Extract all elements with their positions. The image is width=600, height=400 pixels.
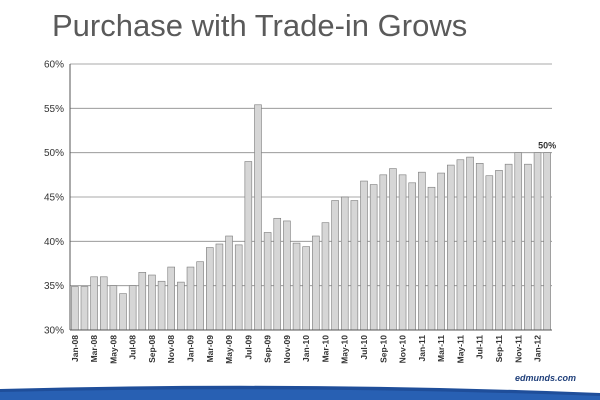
y-tick-label: 40%: [44, 237, 64, 248]
bar: [167, 266, 175, 331]
bar: [340, 196, 349, 331]
y-tick-labels: 30% 35% 40% 45% 50% 55% 60%: [44, 60, 64, 337]
bar: [543, 152, 551, 331]
bar: [99, 276, 108, 331]
bar: [206, 247, 214, 331]
bar: [369, 184, 378, 331]
footer-band: [0, 385, 600, 400]
x-tick-label: Mar-08: [89, 335, 99, 363]
bar: [533, 152, 542, 331]
x-tick-label: Jul-10: [359, 335, 369, 360]
bar: [177, 281, 185, 331]
bar: [475, 163, 484, 331]
bar: [71, 286, 79, 331]
bar: [321, 222, 330, 331]
bar: [389, 168, 397, 331]
bar: [225, 235, 233, 331]
y-tick-label: 50%: [44, 148, 64, 159]
bar: [350, 200, 359, 331]
x-tick-label: Jul-08: [128, 335, 138, 360]
y-tick-label: 55%: [44, 104, 64, 115]
bar: [495, 170, 503, 331]
bar: [302, 246, 310, 331]
y-tick-label: 30%: [44, 326, 64, 337]
bar: [379, 174, 388, 331]
bar: [215, 243, 224, 331]
bar: [504, 163, 513, 331]
x-tick-labels: Jan-08 Mar-08 May-08 Jul-08 Sep-08 Nov-08 Jan-…: [70, 335, 543, 364]
x-tick-label: Jan-09: [186, 335, 196, 362]
bar: [138, 272, 147, 331]
bar: [292, 242, 301, 331]
bar: [514, 152, 523, 331]
annotations: 50%: [538, 141, 556, 151]
x-tick-label: Sep-09: [263, 335, 273, 363]
bar: [186, 266, 195, 331]
x-tick-label: Jul-11: [475, 335, 485, 359]
x-tick-label: May-11: [455, 335, 465, 364]
x-tick-label: Sep-10: [378, 335, 388, 363]
x-tick-label: Jan-08: [70, 335, 80, 362]
data-label: 50%: [538, 141, 556, 151]
bar: [466, 156, 474, 331]
y-tick-label: 45%: [44, 193, 64, 204]
bar: [456, 159, 465, 331]
x-tick-label: Jan-10: [301, 335, 311, 362]
x-tick-label: Nov-11: [513, 335, 523, 363]
bar: [273, 217, 282, 331]
y-tick-label: 60%: [44, 60, 64, 71]
bar: [331, 200, 339, 331]
edmunds-logo: edmunds.com: [510, 372, 580, 384]
bar: [109, 285, 118, 331]
x-tick-label: Jan-11: [417, 335, 427, 362]
x-tick-label: Jan-12: [533, 335, 543, 362]
x-tick-label: Sep-08: [147, 335, 157, 363]
bar: [360, 180, 368, 331]
bar: [119, 293, 127, 331]
bar: [157, 280, 166, 331]
chart-title: Purchase with Trade-in Grows: [52, 8, 468, 43]
x-tick-label: Mar-11: [436, 335, 446, 362]
bar: [418, 171, 426, 331]
bar: [80, 286, 89, 331]
x-tick-label: Mar-09: [205, 335, 215, 363]
x-tick-label: May-10: [340, 335, 350, 364]
axes: [69, 64, 552, 331]
x-tick-label: May-09: [224, 335, 234, 364]
x-tick-label: Mar-10: [320, 335, 330, 363]
bars: [71, 104, 551, 331]
bar: [524, 163, 532, 331]
bar: [234, 244, 243, 331]
bar: [447, 164, 455, 331]
x-tick-label: Sep-11: [494, 335, 504, 363]
bar: [312, 235, 320, 331]
x-tick-label: Nov-10: [398, 335, 408, 364]
y-tick-label: 35%: [44, 281, 64, 292]
x-tick-label: May-08: [108, 335, 118, 364]
x-tick-label: Nov-08: [166, 335, 176, 364]
bar: [263, 232, 272, 331]
bar: [437, 172, 445, 331]
x-tick-label: Jul-09: [243, 335, 253, 360]
bar: [128, 285, 137, 331]
bar: [408, 182, 416, 331]
bar: [398, 174, 407, 331]
x-tick-label: Nov-09: [282, 335, 292, 364]
bar: [427, 186, 436, 331]
bar: [485, 175, 494, 331]
bar: [283, 220, 291, 331]
bar: [148, 274, 156, 331]
bar: [244, 161, 253, 331]
bar: [90, 276, 98, 331]
bar: [254, 104, 262, 331]
bar: [196, 261, 204, 331]
